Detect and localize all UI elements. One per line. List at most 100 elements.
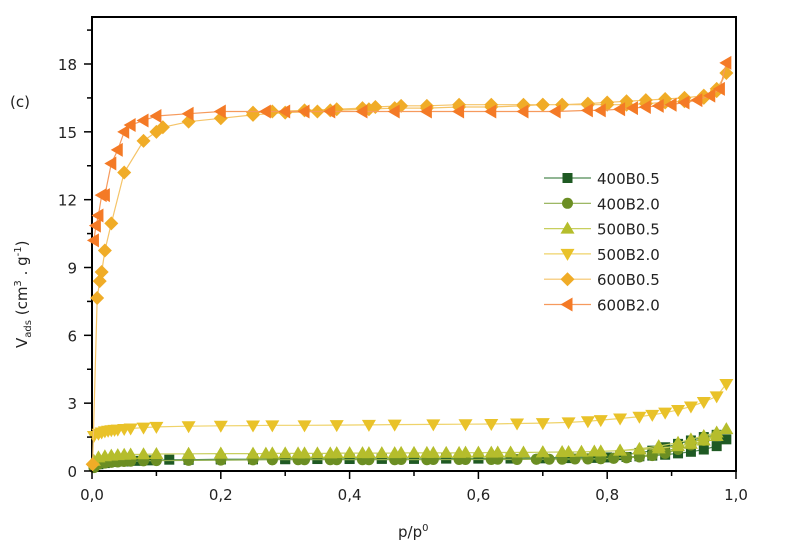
data-point-500B0.5 — [574, 444, 589, 457]
data-point-600B2.0 — [516, 104, 529, 119]
y-axis-title-sup1: 3 — [13, 280, 24, 286]
legend-label: 600B2.0 — [597, 297, 660, 315]
data-point-500B0.5 — [516, 445, 531, 458]
series-500B0.5 — [86, 422, 734, 466]
data-point-500B0.5 — [696, 428, 711, 441]
data-point-500B2.0 — [645, 409, 660, 422]
data-point-600B2.0 — [651, 98, 664, 113]
data-point-500B0.5 — [458, 445, 473, 458]
data-point-600B2.0 — [149, 109, 162, 124]
data-point-600B2.0 — [181, 106, 194, 121]
data-point-500B0.5 — [361, 446, 376, 459]
y-tick-label: 0 — [67, 463, 77, 481]
data-point-400B0.5 — [721, 434, 732, 445]
data-point-500B0.5 — [651, 439, 666, 452]
data-point-500B0.5 — [213, 446, 228, 459]
data-point-500B2.0 — [709, 391, 724, 404]
data-point-500B2.0 — [329, 420, 344, 433]
data-point-500B2.0 — [149, 421, 164, 434]
legend-marker-diamond — [560, 272, 575, 287]
legend-item-500B0.5: 500B0.5 — [544, 221, 660, 239]
data-point-500B2.0 — [265, 420, 280, 433]
data-point-500B0.5 — [471, 445, 486, 458]
data-point-500B0.5 — [123, 447, 138, 460]
data-point-500B0.5 — [671, 435, 686, 448]
data-point-500B2.0 — [683, 401, 698, 414]
data-point-600B2.0 — [703, 88, 716, 103]
data-point-600B2.0 — [117, 124, 130, 139]
data-point-600B0.5 — [97, 243, 112, 258]
data-point-500B0.5 — [587, 444, 602, 457]
data-point-400B0.5 — [685, 446, 696, 457]
y-axis-title: Vads (cm3 . g-1) — [13, 241, 34, 348]
data-point-600B2.0 — [638, 99, 651, 114]
data-point-500B0.5 — [407, 445, 421, 458]
data-point-500B2.0 — [658, 407, 673, 420]
data-point-600B2.0 — [278, 104, 291, 119]
data-point-500B2.0 — [632, 411, 647, 424]
data-point-600B0.5 — [85, 457, 100, 472]
data-point-500B0.5 — [394, 445, 409, 458]
data-point-400B0.5 — [602, 452, 613, 463]
x-tick-label: 0,0 — [80, 486, 104, 504]
data-point-500B0.5 — [683, 432, 698, 445]
y-tick-label: 12 — [58, 192, 77, 210]
data-point-600B2.0 — [664, 97, 677, 112]
data-point-500B0.5 — [632, 441, 647, 454]
data-point-600B2.0 — [136, 113, 149, 128]
data-point-400B0.5 — [563, 452, 574, 463]
data-point-500B2.0 — [580, 416, 595, 429]
legend-marker-triangle-down — [560, 248, 575, 261]
y-tick-label: 6 — [67, 327, 77, 345]
data-point-600B2.0 — [355, 104, 368, 119]
data-point-600B2.0 — [719, 55, 732, 70]
data-point-600B2.0 — [613, 102, 626, 117]
data-point-400B0.5 — [344, 454, 355, 465]
data-point-500B0.5 — [329, 446, 344, 459]
legend-item-500B2.0: 500B2.0 — [544, 246, 660, 264]
data-point-500B0.5 — [181, 446, 196, 459]
legend-item-600B2.0: 600B2.0 — [544, 297, 660, 315]
plot-frame — [91, 16, 737, 472]
x-axis-title-sup: 0 — [422, 523, 428, 534]
data-point-500B2.0 — [561, 417, 576, 430]
plot-area-border — [91, 16, 737, 472]
data-point-600B2.0 — [484, 104, 497, 119]
legend-label: 600B0.5 — [597, 271, 660, 289]
data-point-600B2.0 — [387, 104, 400, 119]
y-tick-label: 15 — [58, 124, 77, 142]
legend-label: 500B2.0 — [597, 246, 660, 264]
y-axis-title-rest: (cm — [13, 287, 31, 320]
data-point-500B2.0 — [593, 415, 608, 428]
x-axis-title: p/p0 — [398, 523, 428, 541]
data-point-500B0.5 — [613, 443, 628, 456]
legend-marker-circle — [562, 197, 573, 209]
data-point-600B2.0 — [110, 142, 123, 157]
data-point-500B2.0 — [613, 413, 628, 426]
data-point-400B0.5 — [441, 453, 452, 464]
data-point-500B0.5 — [490, 445, 505, 458]
data-point-600B2.0 — [625, 101, 638, 116]
data-point-400B0.5 — [312, 454, 323, 465]
data-point-500B0.5 — [503, 445, 518, 458]
series-600B0.5 — [85, 66, 734, 472]
data-point-600B2.0 — [323, 104, 336, 119]
data-point-600B0.5 — [94, 265, 109, 280]
data-point-500B0.5 — [719, 422, 734, 435]
data-point-600B2.0 — [297, 104, 310, 119]
data-point-600B0.5 — [136, 133, 151, 148]
data-point-600B0.5 — [92, 274, 107, 289]
data-point-500B2.0 — [246, 420, 260, 433]
data-point-600B2.0 — [91, 208, 104, 223]
data-point-600B2.0 — [548, 104, 561, 119]
data-point-600B0.5 — [535, 97, 550, 112]
data-point-500B0.5 — [439, 445, 454, 458]
legend-item-400B0.5: 400B0.5 — [544, 170, 660, 188]
data-point-400B0.5 — [537, 452, 548, 463]
data-point-500B0.5 — [709, 425, 724, 438]
data-point-500B2.0 — [484, 418, 499, 431]
legend: 400B0.5 400B2.0 500B0.5 500B2.0 600B0.5 600B2… — [544, 170, 660, 315]
data-point-600B0.5 — [246, 105, 260, 120]
data-point-500B2.0 — [181, 421, 196, 434]
